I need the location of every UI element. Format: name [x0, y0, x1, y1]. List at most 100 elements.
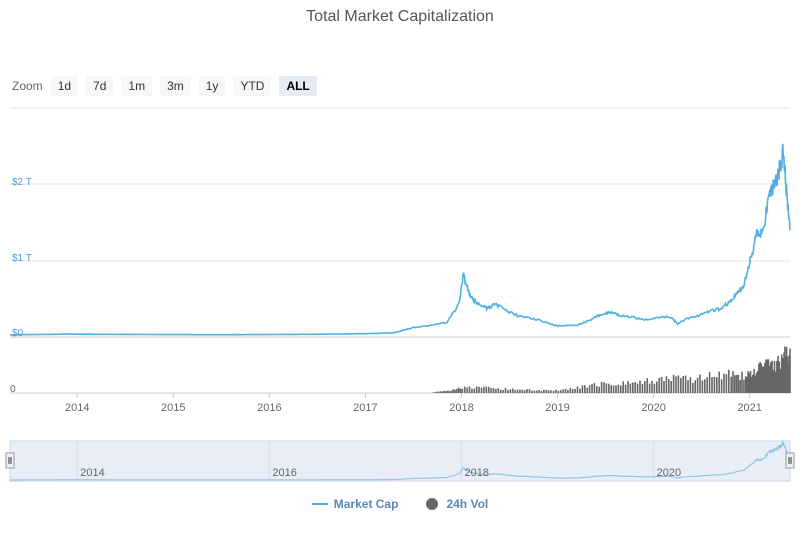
volume-bar — [670, 380, 672, 393]
volume-bar — [507, 390, 509, 393]
volume-bar — [445, 391, 447, 393]
volume-bar — [627, 381, 629, 393]
volume-bar — [468, 386, 471, 393]
volume-bar — [523, 390, 526, 393]
volume-bar — [483, 386, 485, 393]
zoom-all-button[interactable]: ALL — [279, 76, 317, 96]
volume-bar — [439, 391, 442, 393]
navigator-tick-label: 2016 — [272, 467, 296, 479]
volume-bar — [766, 359, 769, 393]
volume-bar — [438, 391, 440, 393]
volume-bar — [448, 391, 451, 393]
x-tick-label: 2021 — [737, 402, 761, 414]
navigator-left-handle[interactable] — [5, 452, 15, 469]
volume-bar — [687, 380, 689, 393]
legend-volume[interactable]: 24h Vol — [426, 497, 488, 511]
zoom-1m-button[interactable]: 1m — [121, 76, 153, 96]
volume-bar — [457, 387, 460, 393]
y-tick-label-0: $0 — [12, 328, 24, 339]
volume-bar — [620, 385, 622, 393]
volume-bar — [675, 376, 677, 393]
y-tick-label-2: $2 T — [12, 177, 32, 188]
legend-market-cap-label: Market Cap — [333, 497, 399, 511]
volume-bar — [780, 354, 783, 393]
navigator-tick-label: 2014 — [80, 467, 104, 479]
volume-bar — [725, 374, 728, 393]
volume-bar — [622, 381, 624, 393]
volume-bar — [758, 363, 760, 393]
volume-bar — [648, 383, 651, 393]
volume-bar — [480, 387, 483, 393]
volume-bar — [436, 391, 438, 393]
zoom-3m-button[interactable]: 3m — [160, 76, 191, 96]
volume-bar — [784, 346, 786, 393]
volume-bar — [478, 386, 480, 393]
x-tick-label: 2017 — [353, 402, 377, 414]
zoom-1y-button[interactable]: 1y — [198, 76, 226, 96]
volume-bar — [723, 373, 725, 393]
volume-bar — [519, 389, 521, 393]
volume-bar — [788, 355, 790, 393]
volume-bar — [545, 389, 548, 393]
volume-bar — [466, 387, 468, 393]
volume-bar — [682, 376, 684, 393]
zoom-7d-button[interactable]: 7d — [86, 76, 114, 96]
zoom-label: Zoom — [12, 79, 43, 93]
navigator-ticks: 2014 2016 2018 2020 — [80, 467, 681, 479]
volume-bar — [646, 378, 648, 393]
volume-bar — [495, 389, 497, 393]
volume-bar — [706, 377, 708, 393]
volume-bar — [653, 383, 656, 393]
volume-bar — [660, 377, 663, 393]
volume-bar — [550, 390, 552, 393]
zoom-1d-button[interactable]: 1d — [50, 76, 79, 96]
volume-bar — [579, 388, 581, 393]
volume-bar — [764, 362, 766, 393]
navigator-grid — [76, 441, 655, 481]
volume-bar — [699, 374, 701, 393]
volume-bar — [694, 380, 696, 393]
volume-bar — [608, 383, 610, 393]
volume-bar — [516, 389, 519, 393]
navigator-selection[interactable] — [10, 441, 790, 481]
volume-bar — [605, 383, 608, 393]
volume-bar — [615, 385, 617, 393]
volume-bar — [499, 389, 502, 393]
volume-bar — [526, 389, 528, 393]
volume-bar — [574, 388, 576, 393]
volume-bar — [756, 370, 759, 393]
volume-bar — [514, 390, 516, 393]
volume-bar — [753, 369, 755, 393]
volume-bar — [588, 385, 591, 393]
volume-bar — [656, 381, 658, 393]
volume-bar — [718, 371, 720, 393]
x-tick-label: 2015 — [161, 402, 185, 414]
volume-bar — [447, 390, 449, 393]
volume-bar — [596, 386, 598, 393]
volume-bar — [743, 379, 745, 393]
volume-bar — [456, 388, 458, 393]
volume-bar — [634, 382, 636, 393]
volume-bar — [696, 377, 699, 393]
volume-bar — [450, 390, 453, 393]
volume-swatch — [426, 498, 439, 510]
volume-bar — [711, 377, 713, 393]
volume-bar — [767, 359, 770, 393]
volume-bar — [680, 377, 682, 393]
volume-bar — [459, 388, 462, 393]
volume-bar — [734, 375, 736, 393]
volume-bar — [689, 377, 692, 393]
chart-grid — [10, 107, 790, 394]
zoom-ytd-button[interactable]: YTD — [233, 76, 272, 96]
volume-bar — [497, 388, 500, 393]
volume-bar — [668, 379, 670, 393]
legend-market-cap[interactable]: Market Cap — [311, 497, 399, 511]
navigator-right-handle[interactable] — [785, 452, 795, 469]
volume-bar — [772, 369, 775, 393]
volume-bar — [665, 376, 668, 393]
volume-bar — [543, 389, 545, 393]
navigator[interactable]: 2014 2016 2018 2020 — [5, 439, 795, 482]
volume-bar — [564, 388, 567, 393]
volume-bar — [776, 360, 778, 393]
